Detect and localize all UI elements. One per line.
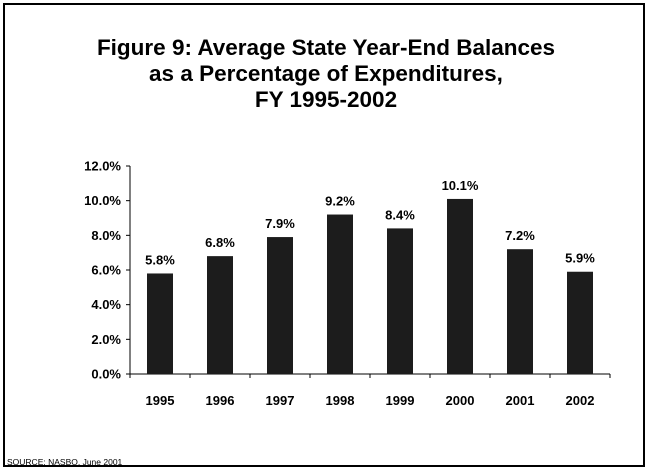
source-note: SOURCE: NASBO, June 2001 <box>7 457 123 467</box>
bar-value-label: 10.1% <box>442 178 479 193</box>
x-category-label: 1999 <box>386 393 415 408</box>
x-category-label: 1998 <box>326 393 355 408</box>
y-tick-label: 12.0% <box>84 159 121 174</box>
bar-value-label: 7.2% <box>505 228 535 243</box>
bar <box>387 228 413 374</box>
x-category-label: 2000 <box>446 393 475 408</box>
x-category-label: 1997 <box>266 393 295 408</box>
bar-value-label: 9.2% <box>325 194 355 209</box>
y-tick-label: 2.0% <box>91 332 121 347</box>
y-axis-ticks: 0.0% 2.0% 4.0% 6.0% 8.0% 10.0% 12.0% <box>84 159 611 382</box>
bar <box>327 214 353 374</box>
bar-value-label: 5.9% <box>565 251 595 266</box>
x-category-label: 2002 <box>566 393 595 408</box>
x-category-label: 1995 <box>146 393 175 408</box>
chart-title-line-2: as a Percentage of Expenditures, <box>149 61 503 86</box>
bar <box>507 249 533 374</box>
y-tick-label: 10.0% <box>84 193 121 208</box>
bar-value-label: 5.8% <box>145 252 175 267</box>
bar <box>147 273 173 374</box>
bar-value-label: 6.8% <box>205 235 235 250</box>
x-axis-labels: 1995 1996 1997 1998 1999 2000 2001 2002 <box>146 393 595 408</box>
bar-value-label: 8.4% <box>385 207 415 222</box>
bar-value-label: 7.9% <box>265 216 295 231</box>
value-labels: 5.8% 6.8% 7.9% 9.2% 8.4% 10.1% 7.2% 5.9% <box>145 178 595 268</box>
x-category-label: 1996 <box>206 393 235 408</box>
y-tick-label: 6.0% <box>91 263 121 278</box>
y-tick-label: 4.0% <box>91 297 121 312</box>
chart-title-line-3: FY 1995-2002 <box>254 87 398 112</box>
chart-title-line-1: Figure 9: Average State Year-End Balance… <box>96 35 556 60</box>
y-tick-label: 8.0% <box>91 228 121 243</box>
bar <box>267 237 293 374</box>
chart-title: Figure 9: Average State Year-End Balance… <box>0 35 652 113</box>
bar <box>447 198 473 374</box>
bar <box>207 256 233 374</box>
y-tick-label: 0.0% <box>91 367 121 382</box>
bars <box>147 198 593 374</box>
bar <box>567 271 593 374</box>
slide-frame <box>3 3 645 467</box>
x-category-label: 2001 <box>506 393 535 408</box>
